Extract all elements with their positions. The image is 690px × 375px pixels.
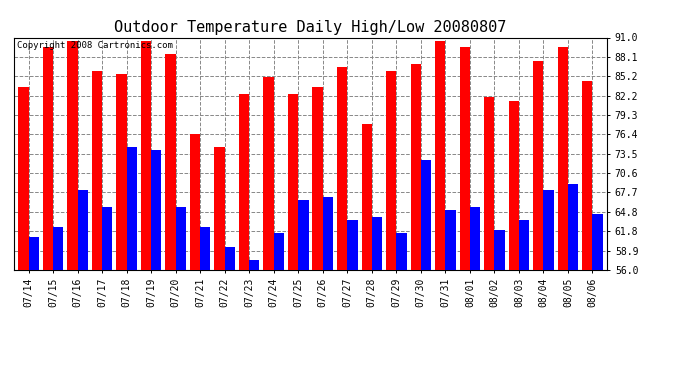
Bar xyxy=(249,260,259,375)
Bar xyxy=(495,230,504,375)
Bar xyxy=(470,207,480,375)
Bar xyxy=(313,87,323,375)
Bar xyxy=(176,207,186,375)
Bar xyxy=(337,68,347,375)
Bar xyxy=(190,134,200,375)
Bar xyxy=(215,147,225,375)
Bar xyxy=(239,94,249,375)
Bar xyxy=(396,234,406,375)
Bar xyxy=(421,160,431,375)
Bar xyxy=(544,190,554,375)
Bar xyxy=(298,200,308,375)
Bar xyxy=(411,64,421,375)
Bar xyxy=(460,48,470,375)
Bar xyxy=(200,227,210,375)
Bar xyxy=(225,247,235,375)
Bar xyxy=(519,220,529,375)
Text: Copyright 2008 Cartronics.com: Copyright 2008 Cartronics.com xyxy=(17,41,172,50)
Bar xyxy=(582,81,593,375)
Bar xyxy=(372,217,382,375)
Bar xyxy=(568,184,578,375)
Bar xyxy=(593,213,603,375)
Bar xyxy=(323,197,333,375)
Bar xyxy=(77,190,88,375)
Bar xyxy=(484,97,495,375)
Bar xyxy=(386,71,396,375)
Bar xyxy=(264,77,274,375)
Bar xyxy=(435,41,445,375)
Bar xyxy=(141,41,151,375)
Bar xyxy=(151,150,161,375)
Bar xyxy=(92,71,102,375)
Bar xyxy=(533,61,544,375)
Bar xyxy=(362,124,372,375)
Bar xyxy=(53,227,63,375)
Bar xyxy=(445,210,455,375)
Bar xyxy=(126,147,137,375)
Bar xyxy=(509,100,519,375)
Bar xyxy=(43,48,53,375)
Bar xyxy=(274,234,284,375)
Bar xyxy=(347,220,357,375)
Bar xyxy=(558,48,568,375)
Bar xyxy=(28,237,39,375)
Bar xyxy=(102,207,112,375)
Bar xyxy=(67,41,77,375)
Bar xyxy=(288,94,298,375)
Bar xyxy=(166,54,176,375)
Bar xyxy=(18,87,28,375)
Bar xyxy=(117,74,126,375)
Title: Outdoor Temperature Daily High/Low 20080807: Outdoor Temperature Daily High/Low 20080… xyxy=(115,20,506,35)
